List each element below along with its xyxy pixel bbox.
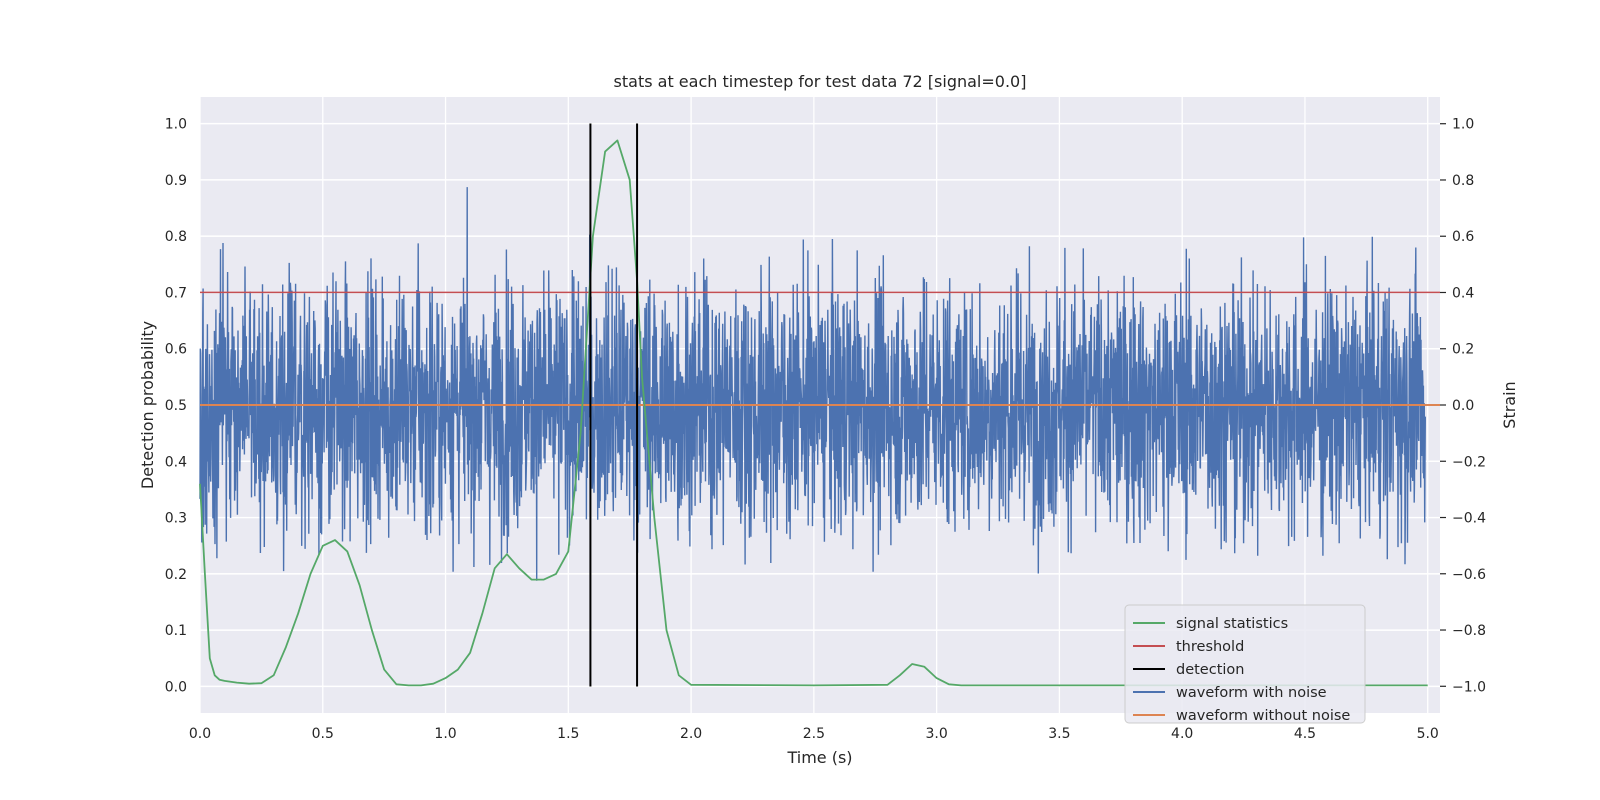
- y-tick-label: 0.3: [165, 511, 187, 527]
- x-tick-label: 2.0: [680, 726, 702, 742]
- y2-axis-label: Strain: [1500, 381, 1519, 428]
- x-tick-label: 4.5: [1294, 726, 1316, 742]
- y2-tick-label: −0.6: [1452, 567, 1486, 583]
- y2-tick-label: 0.4: [1452, 285, 1474, 301]
- y-axis-label: Detection probability: [138, 321, 157, 489]
- y-tick-label: 0.6: [165, 342, 187, 358]
- y-tick-label: 0.5: [165, 398, 187, 414]
- y2-tick-label: 0.8: [1452, 173, 1474, 189]
- y2-tick-label: 0.2: [1452, 342, 1474, 358]
- y2-tick-label: −0.2: [1452, 454, 1486, 470]
- y2-tick-label: 0.0: [1452, 398, 1474, 414]
- y2-tick-label: 1.0: [1452, 117, 1474, 133]
- y-tick-label: 0.4: [165, 454, 187, 470]
- y2-tick-label: −0.4: [1452, 511, 1486, 527]
- y-tick-label: 1.0: [165, 116, 187, 132]
- y2-tick-label: −0.8: [1452, 623, 1486, 639]
- y2-tick-label: 0.6: [1452, 229, 1474, 245]
- chart-title: stats at each timestep for test data 72 …: [614, 72, 1027, 91]
- x-tick-label: 5.0: [1417, 726, 1439, 742]
- x-tick-label: 1.0: [434, 726, 456, 742]
- y-tick-label: 0.2: [165, 567, 187, 583]
- x-tick-label: 4.0: [1171, 726, 1193, 742]
- axes-layer: 0.0 0.5 1.0 1.5 2.0 2.5 3.0 3.5 4.0 4.5 5.0 0.0 0.1 0…: [165, 116, 1486, 742]
- series-signal-statistics: [199, 139, 1428, 687]
- x-tick-label: 2.5: [803, 726, 825, 742]
- legend-label: waveform without noise: [1176, 708, 1350, 724]
- y-tick-label: 0.1: [165, 623, 187, 639]
- y-tick-label: 0.7: [165, 285, 187, 301]
- legend: signal statistics threshold detection wavef…: [1124, 604, 1366, 724]
- y-tick-label: 0.8: [165, 229, 187, 245]
- x-tick-label: 1.5: [557, 726, 579, 742]
- legend-label: waveform with noise: [1176, 685, 1327, 701]
- series-waveform-with-noise: [199, 187, 1427, 581]
- x-tick-label: 0.0: [189, 726, 211, 742]
- y2-tick-label: −1.0: [1452, 679, 1486, 695]
- y-tick-label: 0.0: [165, 680, 187, 696]
- x-tick-label: 0.5: [312, 726, 334, 742]
- legend-label: signal statistics: [1176, 616, 1288, 632]
- y-tick-label: 0.9: [165, 173, 187, 189]
- series-layer: [199, 123, 1440, 687]
- x-tick-label: 3.0: [926, 726, 948, 742]
- x-axis-label: Time (s): [786, 748, 852, 767]
- legend-box: [1124, 604, 1366, 724]
- x-tick-label: 3.5: [1048, 726, 1070, 742]
- legend-label: detection: [1176, 662, 1244, 678]
- legend-label: threshold: [1176, 639, 1244, 655]
